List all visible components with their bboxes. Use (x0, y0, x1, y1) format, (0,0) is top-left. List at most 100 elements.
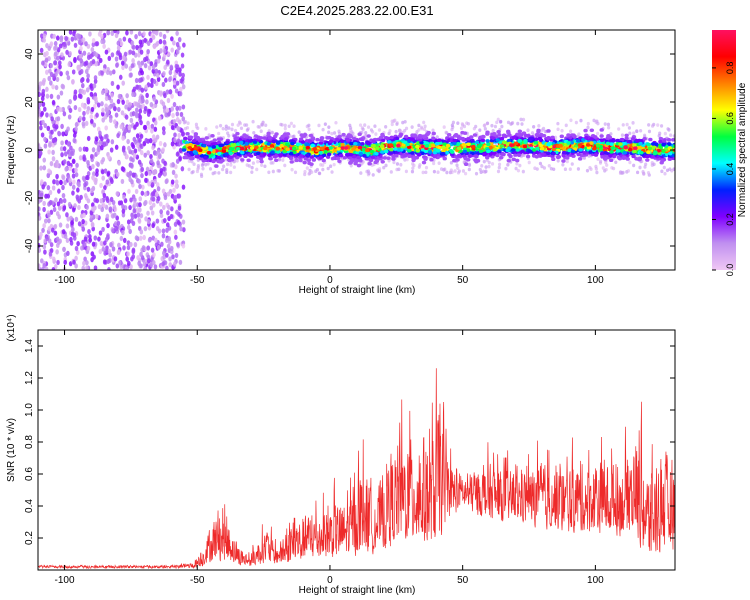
heatmap-cell (82, 50, 87, 56)
heatmap-cell (56, 55, 60, 61)
heatmap-cell (153, 237, 158, 243)
heatmap-cell (125, 93, 129, 99)
heatmap-cell (39, 125, 43, 131)
heatmap-cell (584, 136, 589, 140)
heatmap-cell (161, 188, 166, 194)
heatmap-cell (625, 122, 629, 127)
heatmap-cell (631, 154, 636, 159)
heatmap-cell (660, 169, 664, 174)
heatmap-cell (121, 55, 126, 61)
heatmap-cell (321, 127, 325, 132)
heatmap-cell (100, 101, 104, 107)
heatmap-cell (382, 156, 387, 160)
heatmap-cell (133, 213, 138, 219)
heatmap-cell (67, 61, 72, 68)
heatmap-cell (129, 241, 133, 248)
heatmap-cell (198, 138, 203, 143)
heatmap-cell (151, 260, 156, 266)
heatmap-cell (515, 158, 520, 163)
heatmap-cell (91, 38, 96, 44)
heatmap-cell (109, 196, 114, 202)
heatmap-cell (563, 167, 568, 172)
heatmap-cell (569, 140, 575, 145)
heatmap-cell (650, 154, 655, 159)
heatmap-cell (81, 226, 86, 232)
heatmap-cell (402, 153, 407, 158)
heatmap-cell (127, 188, 131, 194)
heatmap-cell (311, 158, 317, 162)
heatmap-cell (163, 194, 168, 201)
heatmap-cell (473, 154, 479, 158)
heatmap-cell (279, 143, 285, 148)
heatmap-cell (61, 131, 65, 137)
heatmap-cell (129, 30, 134, 35)
heatmap-cell (642, 137, 647, 141)
heatmap-cell (55, 180, 60, 186)
heatmap-cell (61, 193, 66, 199)
heatmap-cell (48, 189, 53, 196)
heatmap-cell (102, 202, 106, 208)
heatmap-cell (361, 147, 367, 152)
heatmap-cell (336, 147, 341, 151)
heatmap-cell (181, 243, 186, 249)
heatmap-cell (42, 165, 47, 171)
heatmap-cell (173, 137, 177, 144)
heatmap-cell (117, 93, 122, 99)
heatmap-cell (130, 142, 135, 148)
heatmap-cell (516, 168, 521, 173)
heatmap-cell (137, 52, 141, 58)
heatmap-cell (363, 123, 367, 127)
heatmap-cell (318, 150, 323, 155)
heatmap-cell (86, 96, 91, 103)
heatmap-cell (200, 163, 205, 167)
heatmap-cell (44, 57, 49, 63)
heatmap-cell (528, 136, 534, 141)
heatmap-cell (483, 127, 487, 131)
heatmap-cell (599, 128, 604, 132)
heatmap-cell (567, 148, 572, 153)
heatmap-cell (356, 163, 362, 168)
heatmap-cell (177, 205, 182, 211)
heatmap-cell (117, 249, 121, 255)
heatmap-cell (190, 156, 195, 161)
heatmap-cell (431, 136, 436, 141)
heatmap-cell (143, 37, 147, 43)
heatmap-cell (202, 143, 207, 148)
heatmap-cell (407, 148, 412, 153)
heatmap-cell (499, 119, 503, 124)
heatmap-cell (134, 77, 139, 84)
heatmap-cell (239, 126, 244, 131)
heatmap-cell (84, 60, 89, 66)
heatmap-cell (139, 251, 143, 257)
heatmap-cell (46, 185, 51, 191)
heatmap-cell (267, 170, 271, 175)
heatmap-cell (232, 165, 236, 169)
heatmap-cell (138, 63, 142, 70)
heatmap-cell (357, 132, 362, 137)
heatmap-cell (485, 121, 490, 126)
heatmap-cell (78, 53, 83, 60)
heatmap-cell (384, 136, 389, 140)
heatmap-cell (596, 157, 600, 162)
heatmap-cell (153, 30, 157, 35)
heatmap-cell (285, 132, 291, 136)
heatmap-cell (307, 172, 311, 176)
heatmap-cell (635, 139, 640, 143)
heatmap-cell (329, 164, 333, 169)
heatmap-cell (314, 169, 318, 174)
heatmap-cell (181, 84, 186, 90)
heatmap-cell (218, 160, 224, 164)
heatmap-cell (104, 95, 109, 101)
heatmap-cell (122, 194, 126, 200)
heatmap-cell (510, 148, 516, 152)
heatmap-cell (181, 116, 186, 122)
heatmap-cell (72, 259, 76, 265)
heatmap-cell (161, 126, 166, 132)
heatmap-cell (178, 71, 182, 77)
heatmap-cell (103, 114, 108, 120)
heatmap-cell (523, 140, 528, 144)
heatmap-cell (410, 151, 415, 155)
heatmap-cell (176, 125, 180, 131)
heatmap-cell (600, 155, 605, 159)
heatmap-cell (107, 55, 112, 61)
